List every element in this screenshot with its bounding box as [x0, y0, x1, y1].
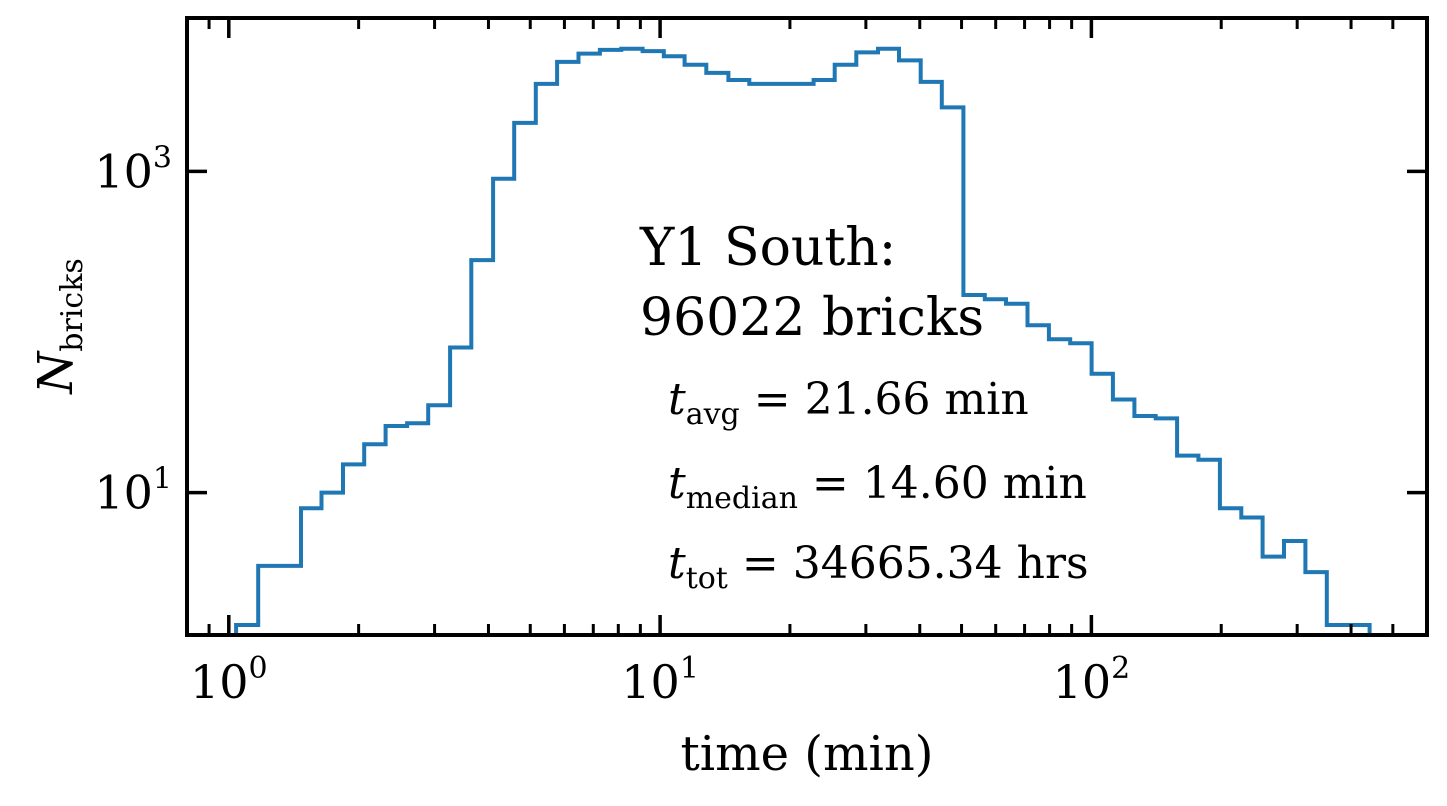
y-tick-label: 103: [94, 140, 172, 198]
x-axis-title: time (min): [680, 726, 933, 782]
histogram-step-line: [234, 46, 1372, 635]
y-axis-title: Nbricks: [28, 258, 90, 395]
y-tick-labels: 101 103: [94, 140, 172, 519]
x-tick-label: 101: [621, 651, 699, 709]
y-tick-label: 101: [94, 462, 172, 520]
y-axis-title-base: N: [28, 350, 84, 395]
plot-frame: [185, 16, 1429, 637]
x-tick-labels: 100 101 102: [190, 651, 1130, 709]
annotation-median: tmedian = 14.60 min: [668, 458, 1087, 516]
annotation-title-line2: 96022 bricks: [640, 288, 984, 348]
x-tick-label: 100: [190, 651, 268, 709]
annotation-avg: tavg = 21.66 min: [668, 374, 1029, 432]
x-tick-label: 102: [1053, 651, 1131, 709]
annotation-title-line1: Y1 South:: [639, 218, 896, 278]
annotation-total: ttot = 34665.34 hrs: [668, 538, 1089, 596]
y-axis-title-sub: bricks: [55, 258, 90, 352]
